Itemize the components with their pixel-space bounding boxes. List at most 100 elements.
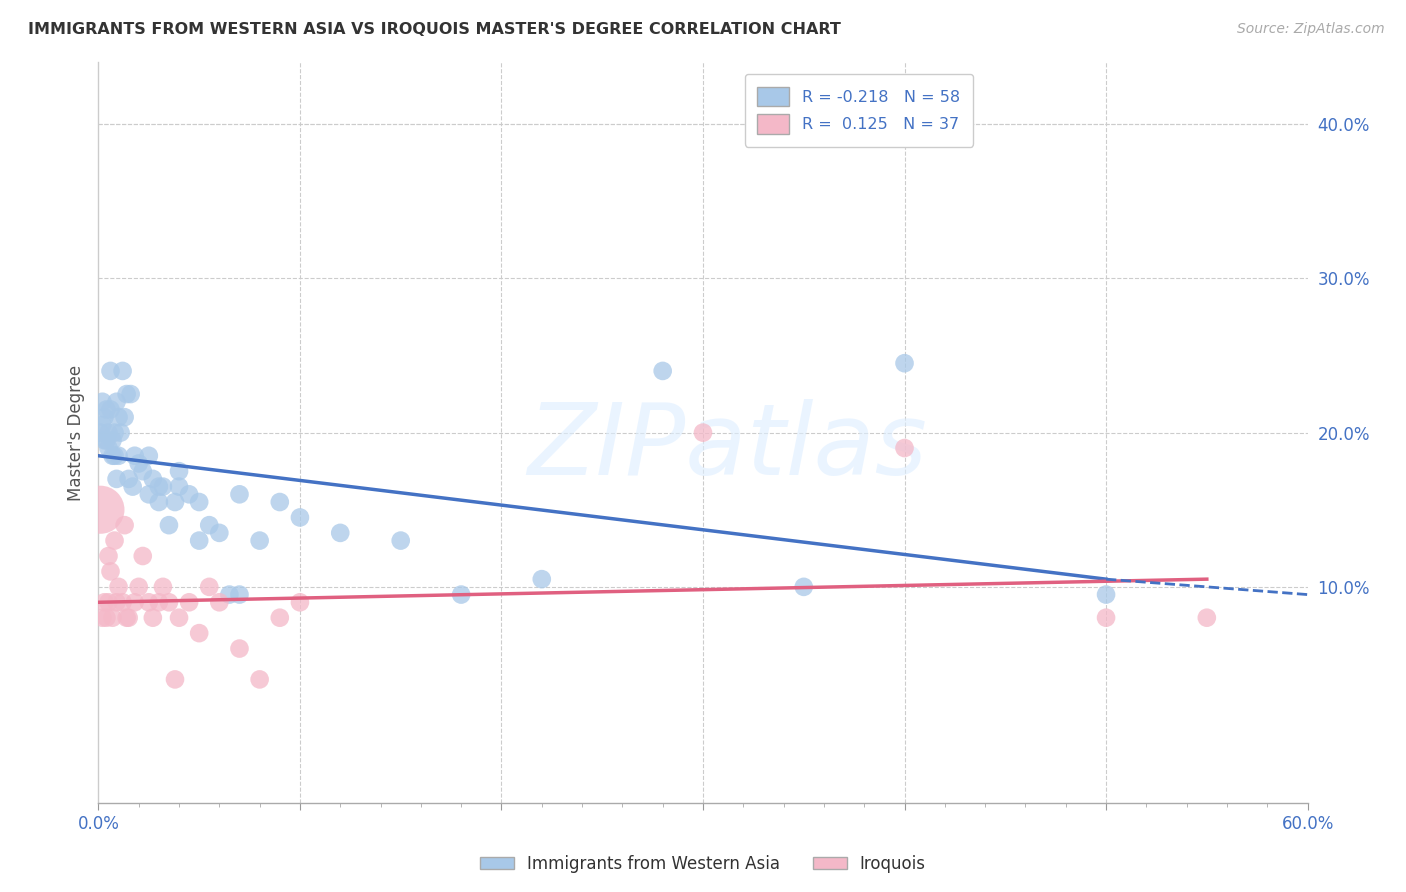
Point	[114, 410, 136, 425]
Point	[142, 610, 165, 624]
Point	[163, 673, 186, 687]
Point	[1195, 610, 1218, 624]
Point	[96, 402, 118, 417]
Point	[1095, 588, 1118, 602]
Legend: Immigrants from Western Asia, Iroquois: Immigrants from Western Asia, Iroquois	[474, 848, 932, 880]
Point	[208, 525, 231, 540]
Point	[103, 425, 125, 440]
Point	[128, 457, 150, 471]
Point	[118, 610, 141, 624]
Point	[288, 595, 311, 609]
Point	[148, 595, 170, 609]
Point	[91, 417, 114, 432]
Point	[152, 580, 174, 594]
Point	[651, 364, 673, 378]
Point	[101, 434, 124, 448]
Point	[100, 402, 122, 417]
Point	[228, 487, 250, 501]
Point	[138, 449, 160, 463]
Point	[111, 595, 134, 609]
Point	[249, 673, 271, 687]
Point	[163, 495, 186, 509]
Point	[107, 580, 129, 594]
Point	[100, 364, 122, 378]
Legend: R = -0.218   N = 58, R =  0.125   N = 37: R = -0.218 N = 58, R = 0.125 N = 37	[745, 74, 973, 146]
Point	[148, 480, 170, 494]
Point	[97, 425, 120, 440]
Point	[115, 610, 138, 624]
Text: IMMIGRANTS FROM WESTERN ASIA VS IROQUOIS MASTER'S DEGREE CORRELATION CHART: IMMIGRANTS FROM WESTERN ASIA VS IROQUOIS…	[28, 22, 841, 37]
Point	[89, 425, 111, 440]
Point	[389, 533, 412, 548]
Y-axis label: Master's Degree: Master's Degree	[66, 365, 84, 500]
Point	[167, 480, 190, 494]
Point	[142, 472, 165, 486]
Point	[93, 434, 115, 448]
Point	[110, 425, 132, 440]
Point	[118, 472, 141, 486]
Text: Source: ZipAtlas.com: Source: ZipAtlas.com	[1237, 22, 1385, 37]
Point	[91, 610, 114, 624]
Point	[89, 502, 111, 516]
Point	[269, 495, 291, 509]
Point	[121, 480, 143, 494]
Point	[188, 533, 211, 548]
Point	[91, 394, 114, 409]
Point	[1095, 610, 1118, 624]
Point	[288, 510, 311, 524]
Point	[115, 387, 138, 401]
Point	[167, 610, 190, 624]
Point	[692, 425, 714, 440]
Point	[107, 410, 129, 425]
Point	[138, 487, 160, 501]
Point	[228, 641, 250, 656]
Point	[157, 518, 180, 533]
Point	[114, 518, 136, 533]
Point	[97, 441, 120, 455]
Point	[793, 580, 815, 594]
Point	[96, 434, 118, 448]
Point	[132, 549, 155, 563]
Point	[198, 580, 221, 594]
Point	[893, 441, 915, 455]
Point	[103, 533, 125, 548]
Point	[100, 565, 122, 579]
Point	[167, 464, 190, 478]
Point	[179, 595, 201, 609]
Point	[93, 595, 115, 609]
Point	[124, 449, 146, 463]
Point	[188, 495, 211, 509]
Point	[450, 588, 472, 602]
Point	[148, 495, 170, 509]
Point	[329, 525, 352, 540]
Point	[105, 394, 128, 409]
Point	[124, 595, 146, 609]
Point	[152, 480, 174, 494]
Point	[107, 449, 129, 463]
Point	[132, 464, 155, 478]
Point	[105, 472, 128, 486]
Point	[128, 580, 150, 594]
Point	[96, 610, 118, 624]
Point	[101, 449, 124, 463]
Point	[179, 487, 201, 501]
Point	[111, 364, 134, 378]
Point	[198, 518, 221, 533]
Point	[103, 449, 125, 463]
Point	[97, 549, 120, 563]
Point	[249, 533, 271, 548]
Point	[893, 356, 915, 370]
Point	[269, 610, 291, 624]
Point	[101, 610, 124, 624]
Point	[120, 387, 142, 401]
Text: ZIPatlas: ZIPatlas	[527, 399, 927, 496]
Point	[105, 595, 128, 609]
Point	[93, 410, 115, 425]
Point	[530, 572, 553, 586]
Point	[228, 588, 250, 602]
Point	[97, 595, 120, 609]
Point	[157, 595, 180, 609]
Point	[208, 595, 231, 609]
Point	[218, 588, 240, 602]
Point	[188, 626, 211, 640]
